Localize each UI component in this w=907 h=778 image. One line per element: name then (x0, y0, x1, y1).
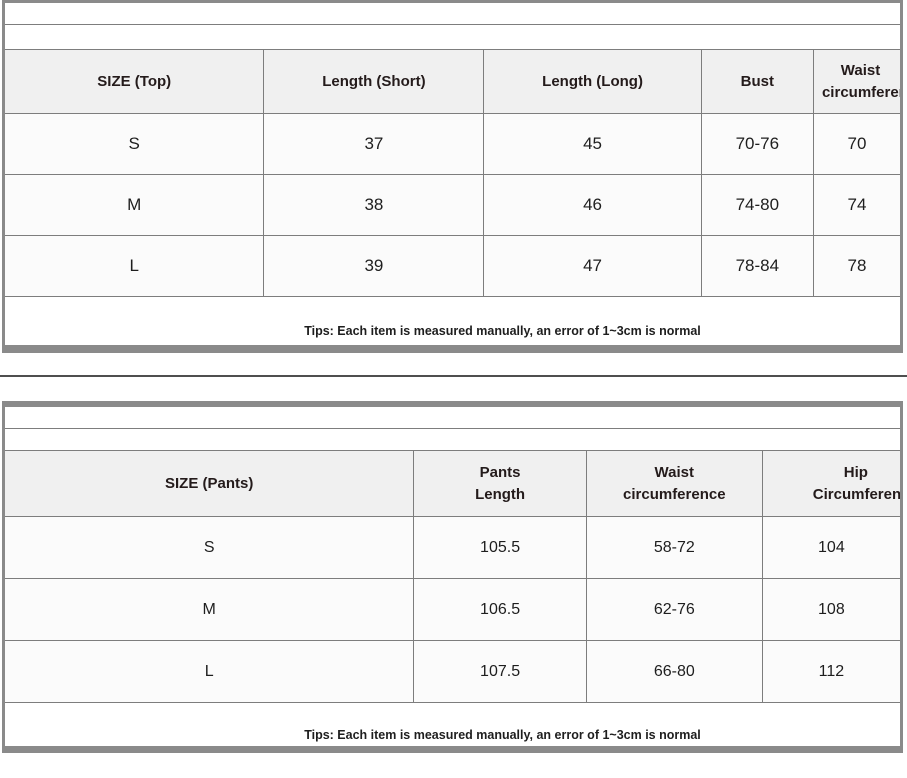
separator-line (0, 374, 907, 377)
cell-size: M (2, 578, 415, 641)
pants-size-chart-section: SIZE (Pants) Pants Length Waist circumfe… (0, 400, 907, 753)
header-row: SIZE (Top) Length (Short) Length (Long) … (2, 49, 903, 114)
cell-bust: 74-80 (700, 174, 814, 236)
col-header-size-pants: SIZE (Pants) (2, 450, 415, 517)
cell-waist: 70 (812, 113, 903, 175)
header-row: SIZE (Pants) Pants Length Waist circumfe… (2, 450, 903, 517)
table-row-size-l: L 39 47 78-84 78 (2, 235, 903, 297)
cell-pants-length: 105.5 (413, 516, 587, 579)
table-row-size-s: S 105.5 58-72 104 (2, 516, 903, 579)
cell-waist: 62-76 (585, 578, 763, 641)
cell-length-short: 38 (263, 174, 485, 236)
top-size-table: SIZE (Top) Length (Short) Length (Long) … (2, 0, 903, 353)
cell-length-short: 37 (263, 113, 485, 175)
spacer-cell (3, 1, 902, 25)
cell-hip: 108 (761, 578, 903, 641)
tips-note: Tips: Each item is measured manually, an… (3, 702, 902, 750)
col-header-length-long: Length (Long) (483, 49, 702, 114)
cell-waist: 78 (812, 235, 903, 297)
spacer-row (3, 1, 902, 25)
col-header-waist-circumference: Waist circumference (812, 49, 903, 114)
spacer-cell (3, 24, 902, 50)
cell-length-long: 46 (483, 174, 702, 236)
cell-waist: 58-72 (585, 516, 763, 579)
table-row-size-s: S 37 45 70-76 70 (2, 113, 903, 175)
tips-row: Tips: Each item is measured manually, an… (3, 296, 902, 349)
cell-size: M (2, 174, 265, 236)
table-gap (0, 376, 907, 401)
cell-size: S (2, 113, 265, 175)
table-row-size-m: M 106.5 62-76 108 (2, 578, 903, 641)
cell-hip: 112 (761, 640, 903, 703)
cell-length-short: 39 (263, 235, 485, 297)
spacer-row (3, 403, 902, 429)
cell-bust: 70-76 (700, 113, 814, 175)
cell-length-long: 47 (483, 235, 702, 297)
cell-pants-length: 107.5 (413, 640, 587, 703)
cell-size: S (2, 516, 415, 579)
cell-waist: 66-80 (585, 640, 763, 703)
spacer-row (3, 24, 902, 50)
tips-row: Tips: Each item is measured manually, an… (3, 702, 902, 750)
col-header-pants-length: Pants Length (413, 450, 587, 517)
table-row-size-m: M 38 46 74-80 74 (2, 174, 903, 236)
col-header-hip-circumference: Hip Circumference (761, 450, 903, 517)
top-size-chart-section: SIZE (Top) Length (Short) Length (Long) … (0, 0, 907, 353)
cell-bust: 78-84 (700, 235, 814, 297)
table-gap (0, 352, 907, 375)
cell-size: L (2, 640, 415, 703)
col-header-length-short: Length (Short) (263, 49, 485, 114)
col-header-bust: Bust (700, 49, 814, 114)
table-row-size-l: L 107.5 66-80 112 (2, 640, 903, 703)
tips-note: Tips: Each item is measured manually, an… (3, 296, 902, 349)
spacer-row (3, 428, 902, 451)
cell-waist: 74 (812, 174, 903, 236)
cell-length-long: 45 (483, 113, 702, 175)
pants-size-table: SIZE (Pants) Pants Length Waist circumfe… (2, 400, 903, 753)
col-header-waist-circumference: Waist circumference (585, 450, 763, 517)
col-header-size-top: SIZE (Top) (2, 49, 265, 114)
spacer-cell (3, 428, 902, 451)
cell-hip: 104 (761, 516, 903, 579)
cell-size: L (2, 235, 265, 297)
spacer-cell (3, 403, 902, 429)
cell-pants-length: 106.5 (413, 578, 587, 641)
